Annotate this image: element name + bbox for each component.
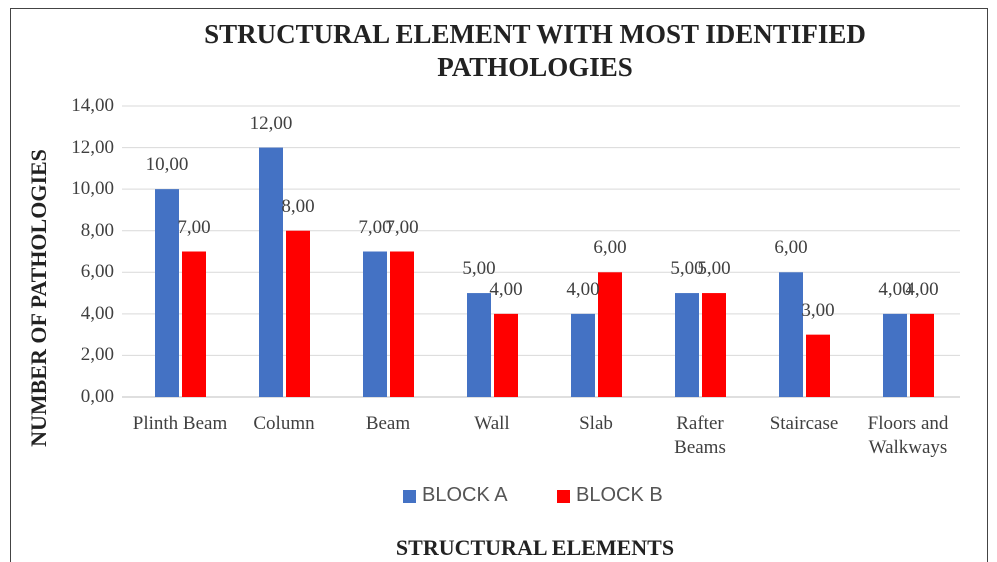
bar — [155, 189, 179, 397]
x-tick-label: Staircase — [769, 413, 839, 434]
x-tick-label: Beam — [365, 413, 411, 434]
value-label: 12,00 — [249, 112, 293, 134]
x-tick-label: Floors and Walkways — [867, 413, 949, 458]
x-tick-label: Wall — [474, 413, 510, 434]
bar — [494, 313, 518, 397]
value-label: 4,00 — [905, 278, 939, 300]
value-label: 4,00 — [878, 278, 912, 300]
legend-label: BLOCK B — [576, 484, 663, 506]
bar — [363, 251, 387, 397]
value-label: 5,00 — [670, 258, 704, 280]
y-tick-label: 14,00 — [71, 95, 114, 116]
bar — [910, 313, 934, 397]
legend-swatch — [557, 490, 570, 503]
value-label: 7,00 — [177, 216, 211, 238]
value-label: 7,00 — [358, 216, 392, 238]
y-tick-label: 12,00 — [71, 136, 114, 158]
value-label: 4,00 — [489, 278, 523, 300]
chart-frame — [10, 8, 988, 562]
bar — [779, 272, 803, 397]
y-tick-label: 8,00 — [80, 219, 114, 241]
y-axis-title: NUMBER OF PATHOLOGIES — [26, 149, 51, 447]
bar — [571, 313, 595, 397]
bar — [806, 334, 830, 397]
y-tick-label: 6,00 — [80, 261, 114, 283]
y-tick-label: 10,00 — [71, 178, 114, 200]
value-label: 3,00 — [801, 299, 835, 321]
y-tick-label: 2,00 — [80, 344, 114, 366]
legend-swatch — [403, 490, 416, 503]
x-tick-label: Plinth Beam — [132, 413, 228, 434]
bar — [286, 230, 310, 397]
x-tick-label: Column — [253, 413, 315, 434]
legend-label: BLOCK A — [422, 484, 508, 506]
x-tick-label: Rafter Beams — [674, 413, 726, 458]
value-label: 10,00 — [145, 154, 189, 176]
x-axis-title: STRUCTURAL ELEMENTS — [395, 535, 675, 560]
value-label: 7,00 — [385, 216, 419, 238]
bar — [675, 293, 699, 397]
chart-title: STRUCTURAL ELEMENT WITH MOST IDENTIFIED … — [204, 19, 866, 82]
bar — [598, 272, 622, 397]
value-label: 6,00 — [774, 237, 808, 259]
y-tick-label: 0,00 — [80, 386, 114, 407]
value-label: 8,00 — [281, 195, 315, 217]
bar — [259, 147, 283, 397]
y-tick-label: 4,00 — [80, 302, 114, 324]
value-label: 4,00 — [566, 278, 600, 300]
value-label: 5,00 — [462, 258, 496, 280]
value-label: 5,00 — [697, 258, 731, 280]
bar — [702, 293, 726, 397]
value-label: 6,00 — [593, 237, 627, 259]
bar — [182, 251, 206, 397]
bar — [390, 251, 414, 397]
bar — [883, 313, 907, 397]
x-tick-label: Slab — [579, 413, 613, 434]
bar — [467, 293, 491, 397]
